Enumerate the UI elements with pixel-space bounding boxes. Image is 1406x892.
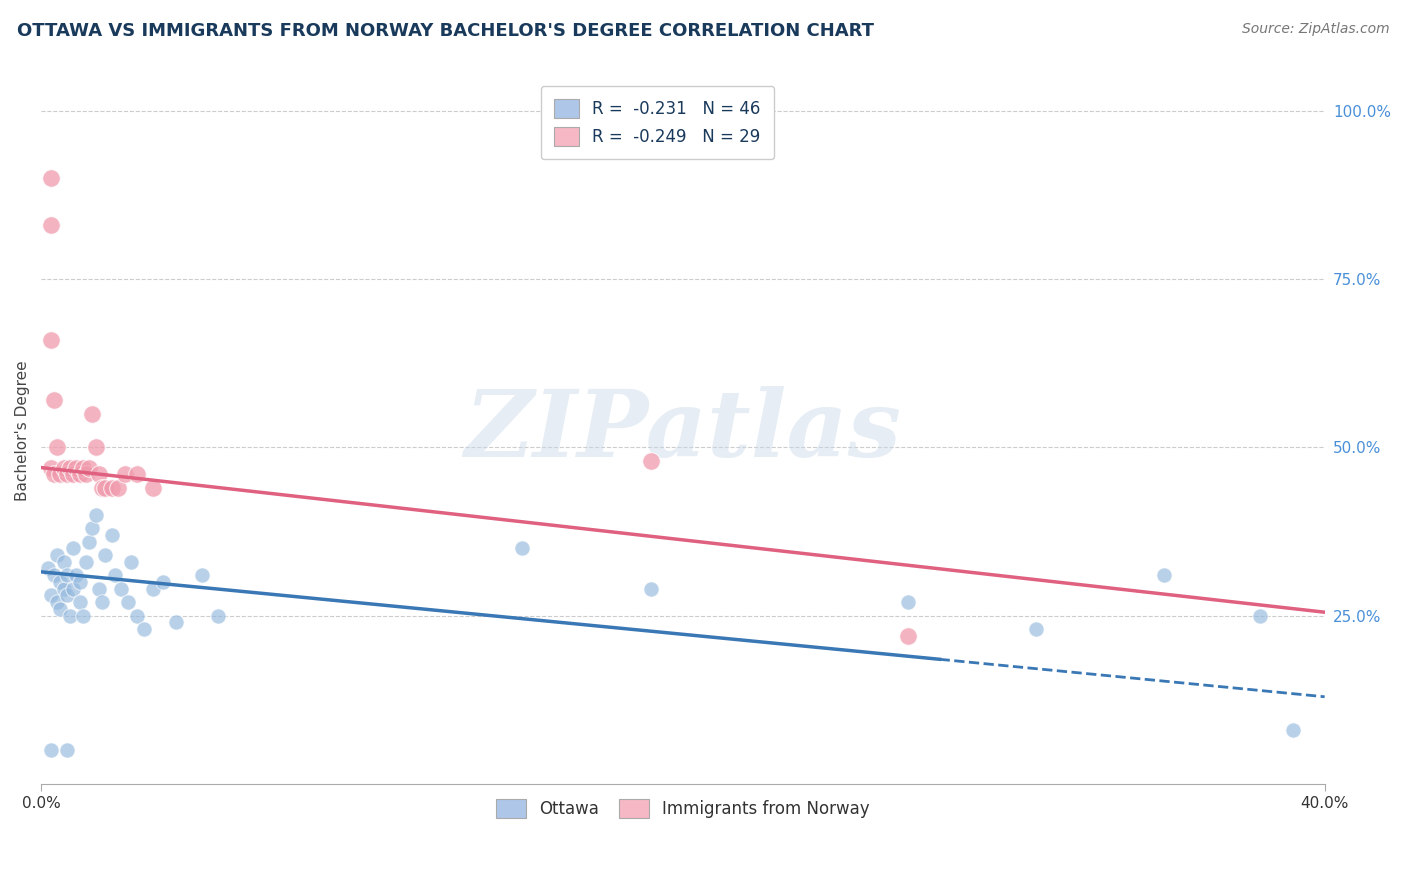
Point: [75, 555, 97, 569]
Point: [65, 460, 87, 475]
Point: [142, 481, 165, 495]
Point: [69, 595, 91, 609]
Point: [127, 608, 149, 623]
Point: [91, 481, 114, 495]
Point: [110, 582, 132, 596]
Point: [42, 467, 65, 482]
Point: [1025, 622, 1047, 636]
Point: [39, 588, 62, 602]
Point: [69, 467, 91, 482]
Point: [87, 467, 110, 482]
Point: [640, 454, 662, 468]
Point: [82, 407, 104, 421]
Point: [84, 441, 107, 455]
Point: [46, 595, 69, 609]
Point: [62, 582, 84, 596]
Point: [62, 541, 84, 556]
Point: [190, 568, 212, 582]
Point: [59, 460, 82, 475]
Point: [65, 568, 87, 582]
Point: [49, 602, 72, 616]
Point: [62, 467, 84, 482]
Point: [152, 574, 174, 589]
Point: [77, 534, 100, 549]
Legend: Ottawa, Immigrants from Norway: Ottawa, Immigrants from Norway: [489, 792, 876, 825]
Text: OTTAWA VS IMMIGRANTS FROM NORWAY BACHELOR'S DEGREE CORRELATION CHART: OTTAWA VS IMMIGRANTS FROM NORWAY BACHELO…: [17, 22, 875, 40]
Point: [640, 582, 662, 596]
Point: [132, 622, 155, 636]
Point: [52, 582, 75, 596]
Point: [55, 588, 77, 602]
Point: [69, 574, 91, 589]
Point: [42, 393, 65, 408]
Point: [39, 743, 62, 757]
Point: [94, 548, 117, 562]
Point: [72, 460, 94, 475]
Y-axis label: Bachelor's Degree: Bachelor's Degree: [15, 360, 30, 501]
Point: [104, 568, 127, 582]
Point: [142, 582, 165, 596]
Point: [1250, 608, 1272, 623]
Point: [46, 441, 69, 455]
Point: [55, 743, 77, 757]
Point: [42, 568, 65, 582]
Point: [1281, 723, 1303, 737]
Point: [82, 521, 104, 535]
Point: [84, 508, 107, 522]
Point: [52, 460, 75, 475]
Point: [114, 467, 136, 482]
Point: [39, 171, 62, 186]
Point: [55, 467, 77, 482]
Point: [77, 460, 100, 475]
Point: [49, 574, 72, 589]
Point: [39, 219, 62, 233]
Point: [896, 595, 918, 609]
Point: [37, 561, 59, 575]
Point: [59, 608, 82, 623]
Point: [896, 629, 918, 643]
Point: [100, 481, 122, 495]
Text: ZIPatlas: ZIPatlas: [464, 385, 901, 475]
Point: [100, 528, 122, 542]
Point: [46, 548, 69, 562]
Point: [107, 481, 129, 495]
Point: [120, 555, 142, 569]
Point: [91, 595, 114, 609]
Point: [127, 467, 149, 482]
Text: Source: ZipAtlas.com: Source: ZipAtlas.com: [1241, 22, 1389, 37]
Point: [39, 333, 62, 347]
Point: [165, 615, 187, 630]
Point: [117, 595, 139, 609]
Point: [87, 582, 110, 596]
Point: [75, 467, 97, 482]
Point: [49, 467, 72, 482]
Point: [55, 568, 77, 582]
Point: [72, 608, 94, 623]
Point: [512, 541, 534, 556]
Point: [207, 608, 229, 623]
Point: [39, 460, 62, 475]
Point: [94, 481, 117, 495]
Point: [1153, 568, 1175, 582]
Point: [52, 555, 75, 569]
